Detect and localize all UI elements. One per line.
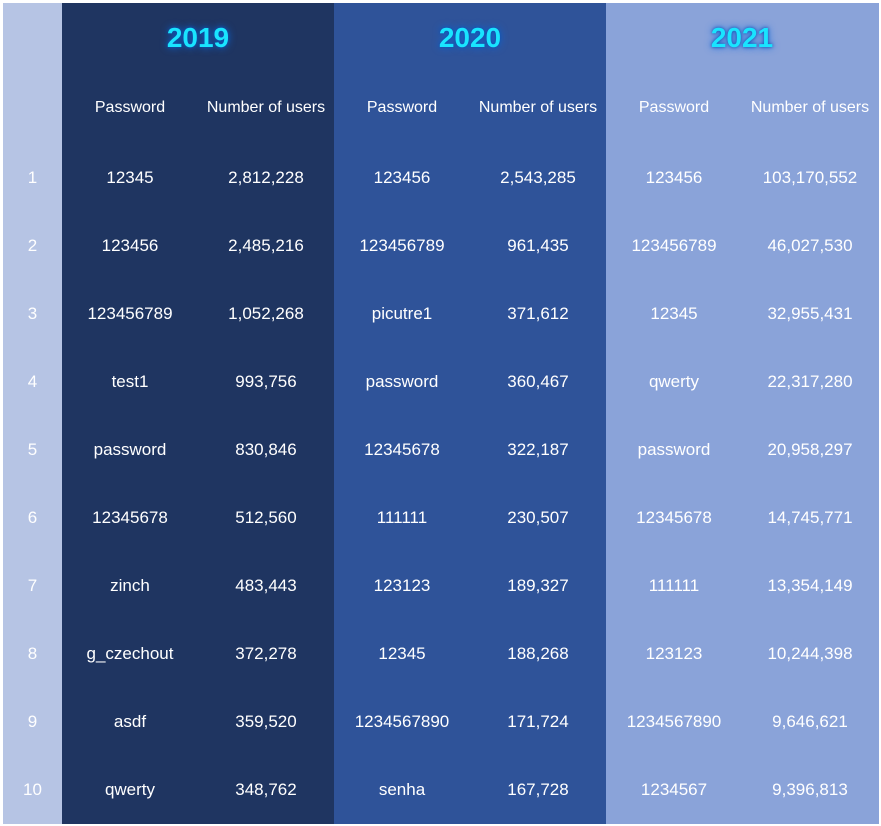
year-column-2019 xyxy=(62,3,334,824)
year-title-2020: 2020 xyxy=(438,21,502,53)
users-cell: 2,812,228 xyxy=(228,167,304,187)
password-cell: 1234567 xyxy=(640,780,708,800)
password-cell: 12345678 xyxy=(636,508,712,528)
header-password: Password xyxy=(638,98,710,116)
users-cell: 13,354,149 xyxy=(767,576,853,596)
password-cell: 111111 xyxy=(648,576,700,596)
password-table: 2019 2020 2021 Password Number of users Passw… xyxy=(3,3,879,824)
users-cell: 103,170,552 xyxy=(762,167,858,187)
rank-label: 6 xyxy=(27,508,38,528)
password-cell: password xyxy=(365,371,439,391)
password-cell: password xyxy=(93,439,167,459)
rank-column xyxy=(3,3,62,824)
password-cell: 12345678 xyxy=(364,439,440,459)
users-cell: 961,435 xyxy=(507,235,569,255)
users-cell: 22,317,280 xyxy=(767,371,853,391)
users-cell: 1,052,268 xyxy=(228,303,304,323)
rank-label: 9 xyxy=(27,712,38,732)
rank-label: 3 xyxy=(27,303,38,323)
rank-label: 5 xyxy=(27,439,38,459)
password-cell: 123456789 xyxy=(87,303,173,323)
users-cell: 188,268 xyxy=(507,644,569,664)
users-cell: 46,027,530 xyxy=(767,235,853,255)
rank-label: 4 xyxy=(27,371,38,391)
password-cell: 12345 xyxy=(378,644,426,664)
year-title-2019: 2019 xyxy=(166,21,230,53)
password-cell: 123456789 xyxy=(359,235,445,255)
users-cell: 322,187 xyxy=(507,439,569,459)
users-cell: 512,560 xyxy=(235,508,297,528)
rank-label: 1 xyxy=(27,167,38,187)
password-cell: 123123 xyxy=(373,576,431,596)
year-column-2021 xyxy=(606,3,879,824)
password-cell: asdf xyxy=(113,712,147,732)
password-cell: 123123 xyxy=(645,644,703,664)
users-cell: 20,958,297 xyxy=(767,439,853,459)
users-cell: 371,612 xyxy=(507,303,569,323)
users-cell: 2,485,216 xyxy=(228,235,304,255)
users-cell: 348,762 xyxy=(235,780,297,800)
users-cell: 167,728 xyxy=(507,780,569,800)
password-cell: 123456 xyxy=(645,167,703,187)
year-title-2021: 2021 xyxy=(710,21,774,53)
password-cell: 1234567890 xyxy=(626,712,722,732)
password-cell: 123456 xyxy=(101,235,159,255)
year-column-2020 xyxy=(334,3,606,824)
users-cell: 10,244,398 xyxy=(767,644,853,664)
users-cell: 32,955,431 xyxy=(767,303,853,323)
password-cell: 123456 xyxy=(373,167,431,187)
users-cell: 9,396,813 xyxy=(772,780,848,800)
password-cell: 12345678 xyxy=(92,508,168,528)
header-number-of-users: Number of users xyxy=(478,98,598,116)
password-cell: senha xyxy=(378,780,426,800)
password-cell: test1 xyxy=(111,371,149,391)
password-cell: 111111 xyxy=(376,508,428,528)
header-password: Password xyxy=(94,98,166,116)
users-cell: 189,327 xyxy=(507,576,569,596)
password-cell: zinch xyxy=(110,576,150,596)
password-cell: 123456789 xyxy=(631,235,717,255)
password-cell: password xyxy=(637,439,711,459)
password-cell: 12345 xyxy=(650,303,698,323)
users-cell: 171,724 xyxy=(507,712,569,732)
password-cell: picutre1 xyxy=(371,303,433,323)
users-cell: 830,846 xyxy=(235,439,297,459)
password-cell: qwerty xyxy=(648,371,700,391)
users-cell: 359,520 xyxy=(235,712,297,732)
users-cell: 9,646,621 xyxy=(772,712,848,732)
users-cell: 360,467 xyxy=(507,371,569,391)
password-cell: qwerty xyxy=(104,780,156,800)
password-cell: g_czechout xyxy=(86,644,174,664)
password-cell: 1234567890 xyxy=(354,712,450,732)
users-cell: 230,507 xyxy=(507,508,569,528)
users-cell: 372,278 xyxy=(235,644,297,664)
users-cell: 14,745,771 xyxy=(767,508,853,528)
rank-label: 8 xyxy=(27,644,38,664)
users-cell: 993,756 xyxy=(235,371,297,391)
password-cell: 12345 xyxy=(106,167,154,187)
rank-label: 7 xyxy=(27,576,38,596)
header-password: Password xyxy=(366,98,438,116)
header-number-of-users: Number of users xyxy=(206,98,326,116)
rank-label: 2 xyxy=(27,235,38,255)
rank-label: 10 xyxy=(23,780,42,800)
users-cell: 2,543,285 xyxy=(500,167,576,187)
users-cell: 483,443 xyxy=(235,576,297,596)
header-number-of-users: Number of users xyxy=(750,98,870,116)
